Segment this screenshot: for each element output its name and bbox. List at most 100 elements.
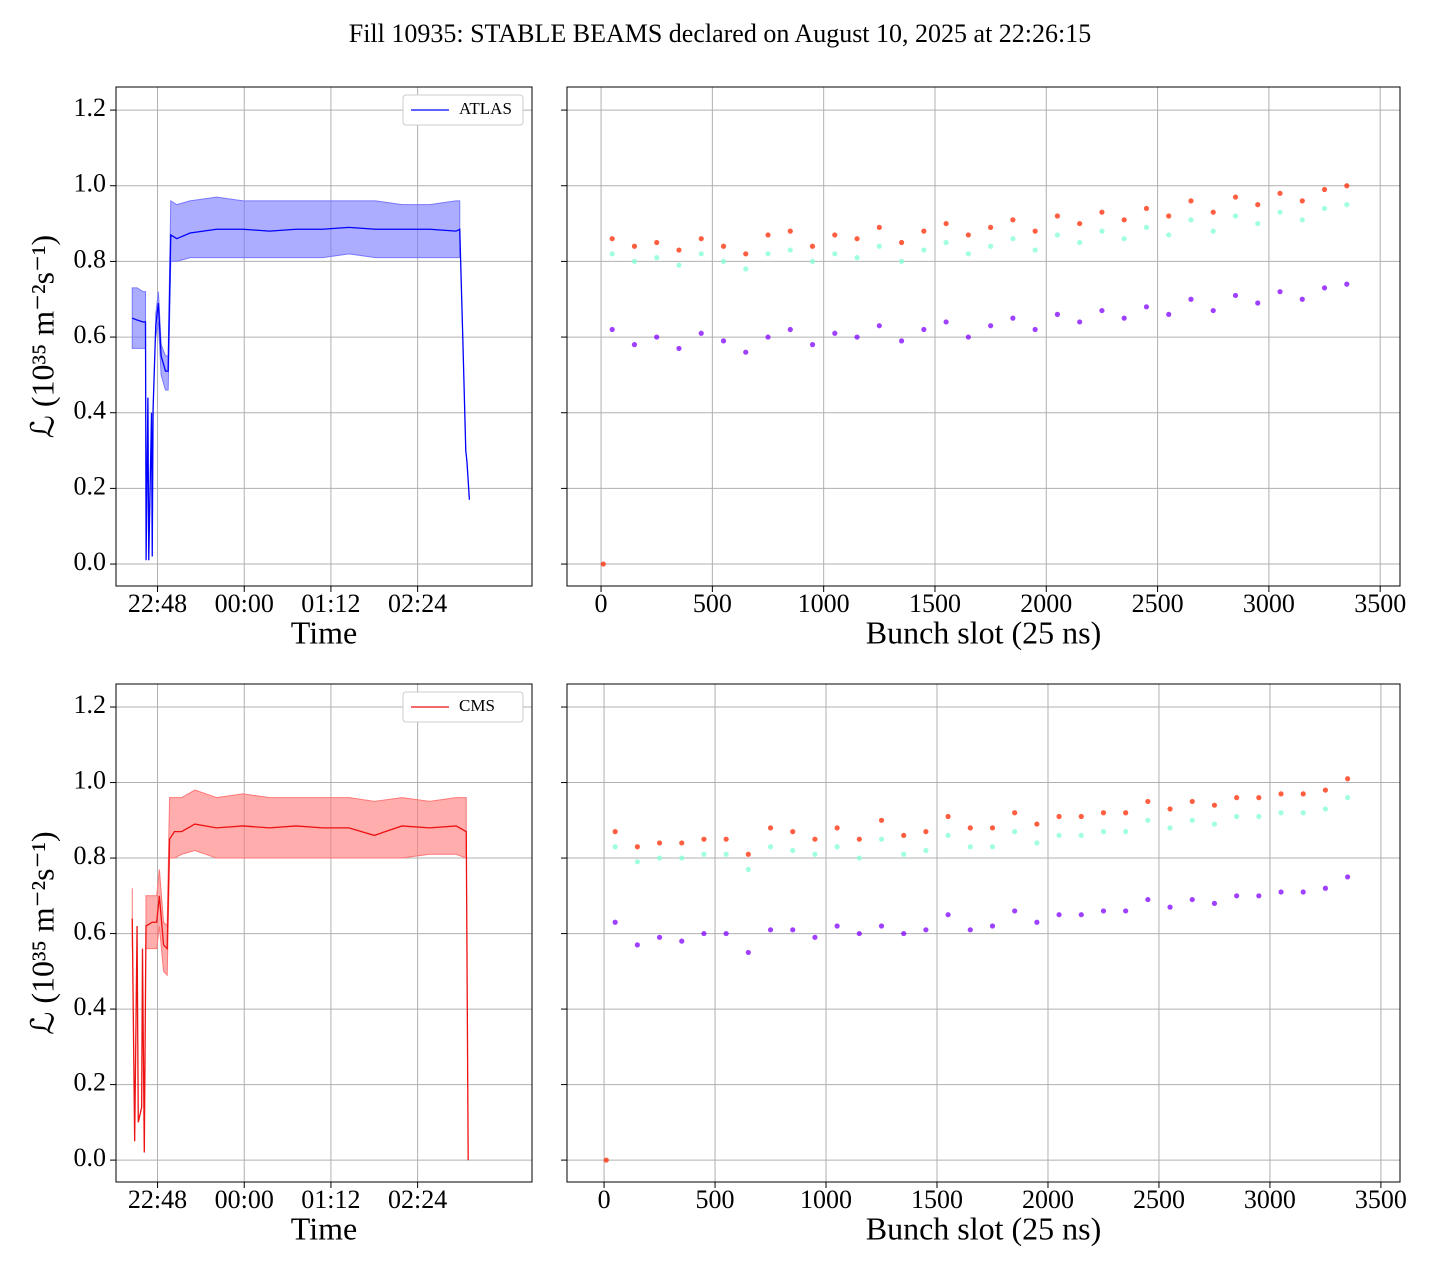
x-axis-label: Time — [291, 614, 357, 650]
scatter-point — [1034, 840, 1040, 846]
scatter-point — [901, 832, 907, 839]
scatter-point — [1256, 795, 1262, 801]
scatter-point — [1299, 217, 1305, 223]
scatter-point — [1166, 213, 1172, 219]
scatter-point — [1167, 825, 1173, 831]
legend-box — [402, 691, 524, 723]
scatter-point — [1100, 829, 1107, 835]
scatter-point — [854, 334, 860, 340]
scatter-point — [1232, 213, 1239, 219]
subplot: 0.0 0.2 0.4 0.6 0.8 1.0 1.2 22:48 00:00 01:12 02:2… — [24, 86, 533, 650]
x-tick-label: 01:12 — [301, 1185, 360, 1214]
x-tick-label: 3500 — [1354, 589, 1406, 618]
scatter-point — [1032, 228, 1038, 234]
x-tick-label: 22:48 — [128, 589, 187, 618]
scatter-point — [1255, 300, 1261, 306]
subplot: 0 500 1000 1500 2000 2500 3000 3500 Bunch slot (… — [561, 683, 1407, 1246]
scatter-point — [1210, 307, 1216, 314]
scatter-point — [1100, 810, 1107, 816]
scatter-point — [723, 930, 729, 937]
scatter-point — [943, 319, 949, 325]
scatter-point — [898, 338, 905, 344]
scatter-point — [1123, 810, 1129, 816]
scatter-point — [720, 338, 727, 344]
scatter-point — [1166, 311, 1172, 317]
scatter-point — [809, 258, 816, 265]
scatter-point — [1166, 232, 1172, 238]
x-tick-label: 01:12 — [301, 589, 360, 618]
scatter-point — [631, 243, 638, 249]
subplot: 0.0 0.2 0.4 0.6 0.8 1.0 1.2 22:48 00:00 01:12 02:2… — [24, 683, 533, 1246]
scatter-point — [945, 813, 951, 820]
scatter-point — [600, 561, 606, 567]
scatter-point — [967, 844, 973, 850]
x-tick-label: 1500 — [911, 1185, 963, 1214]
axes-frame — [115, 683, 533, 1183]
axes-frame — [115, 86, 533, 587]
scatter-point — [856, 855, 862, 861]
x-tick-label: 02:24 — [388, 1185, 447, 1214]
y-axis-label: ℒ (10³⁵ m⁻²s⁻¹) — [24, 831, 60, 1034]
scatter-point — [656, 934, 663, 940]
scatter-point — [1299, 296, 1305, 302]
scatter-point — [612, 919, 618, 925]
y-tick-label: 1.0 — [74, 169, 107, 198]
scatter-point — [988, 243, 994, 249]
legend-box — [402, 94, 524, 126]
scatter-point — [1345, 795, 1351, 801]
x-axis-label: Bunch slot (25 ns) — [866, 1210, 1102, 1246]
scatter-point — [634, 859, 640, 865]
scatter-point — [1232, 292, 1239, 299]
scatter-point — [1189, 817, 1195, 823]
scatter-point — [989, 844, 996, 850]
x-tick-label: 500 — [696, 1185, 735, 1214]
scatter-point — [1188, 217, 1194, 223]
scatter-point — [832, 232, 838, 238]
x-tick-label: 3000 — [1243, 589, 1295, 618]
scatter-point — [1100, 908, 1107, 914]
scatter-point — [988, 323, 994, 329]
legend-label: CMS — [459, 696, 495, 715]
scatter-point — [1300, 889, 1306, 895]
scatter-point — [923, 847, 929, 854]
scatter-point — [1032, 326, 1038, 333]
scatter-point — [1322, 806, 1329, 812]
scatter-point — [790, 927, 796, 933]
x-tick-label: 1000 — [798, 589, 850, 618]
scatter-point — [967, 825, 973, 831]
scatter-point — [1210, 209, 1216, 215]
scatter-point — [854, 255, 860, 261]
error-band — [131, 789, 467, 977]
y-tick-label: 0.0 — [74, 1143, 107, 1172]
y-tick-label: 0.6 — [74, 917, 107, 946]
scatter-point — [898, 239, 905, 246]
scatter-point — [1010, 236, 1016, 242]
y-tick-label: 0.2 — [74, 1068, 107, 1097]
scatter-point — [1032, 247, 1038, 253]
scatter-point — [679, 938, 685, 944]
scatter-point — [1054, 232, 1061, 238]
scatter-point — [787, 228, 793, 234]
x-tick-label: 2500 — [1132, 589, 1184, 618]
scatter-point — [967, 927, 973, 933]
scatter-point — [878, 923, 885, 929]
scatter-point — [1300, 810, 1306, 816]
scatter-point — [1012, 810, 1018, 816]
scatter-point — [1234, 795, 1240, 801]
scatter-point — [832, 330, 838, 336]
scatter-point — [745, 949, 751, 956]
scatter-point — [1278, 889, 1284, 895]
scatter-point — [989, 923, 996, 929]
scatter-point — [787, 247, 793, 253]
scatter-point — [787, 326, 793, 333]
scatter-point — [1321, 186, 1328, 193]
y-tick-label: 1.2 — [74, 93, 107, 122]
y-axis-label: ℒ (10³⁵ m⁻²s⁻¹) — [24, 235, 60, 438]
scatter-point — [1010, 315, 1016, 321]
scatter-point — [1078, 832, 1084, 839]
scatter-point — [1034, 919, 1040, 925]
scatter-point — [656, 855, 663, 861]
scatter-point — [1143, 224, 1150, 230]
scatter-point — [1345, 874, 1351, 880]
scatter-point — [767, 927, 774, 933]
